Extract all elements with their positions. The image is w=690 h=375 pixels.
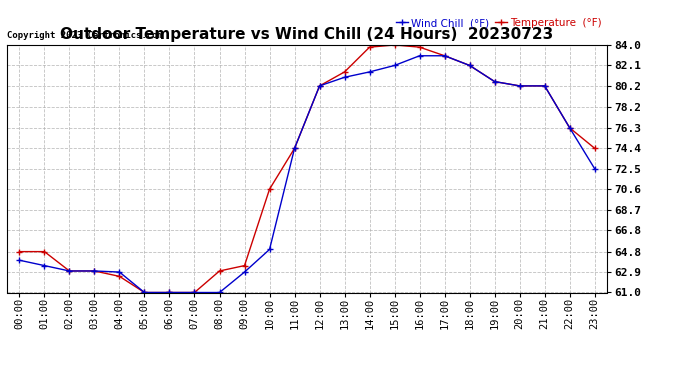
- Temperature  (°F): [366, 45, 374, 50]
- Wind Chill  (°F): [591, 166, 599, 171]
- Temperature  (°F): [90, 269, 99, 273]
- Temperature  (°F): [315, 84, 324, 88]
- Temperature  (°F): [591, 146, 599, 150]
- Wind Chill  (°F): [515, 84, 524, 88]
- Wind Chill  (°F): [66, 269, 74, 273]
- Wind Chill  (°F): [15, 258, 23, 262]
- Temperature  (°F): [391, 43, 399, 47]
- Wind Chill  (°F): [540, 84, 549, 88]
- Temperature  (°F): [540, 84, 549, 88]
- Temperature  (°F): [266, 187, 274, 192]
- Line: Temperature  (°F): Temperature (°F): [17, 42, 598, 295]
- Temperature  (°F): [566, 126, 574, 130]
- Temperature  (°F): [290, 146, 299, 150]
- Temperature  (°F): [440, 54, 449, 58]
- Wind Chill  (°F): [566, 126, 574, 130]
- Title: Outdoor Temperature vs Wind Chill (24 Hours)  20230723: Outdoor Temperature vs Wind Chill (24 Ho…: [61, 27, 553, 42]
- Temperature  (°F): [66, 269, 74, 273]
- Temperature  (°F): [166, 290, 174, 295]
- Wind Chill  (°F): [290, 146, 299, 150]
- Wind Chill  (°F): [466, 63, 474, 68]
- Temperature  (°F): [190, 290, 199, 295]
- Temperature  (°F): [466, 63, 474, 68]
- Line: Wind Chill  (°F): Wind Chill (°F): [17, 53, 598, 295]
- Wind Chill  (°F): [266, 247, 274, 252]
- Wind Chill  (°F): [415, 54, 424, 58]
- Wind Chill  (°F): [366, 70, 374, 74]
- Temperature  (°F): [40, 249, 48, 254]
- Wind Chill  (°F): [90, 269, 99, 273]
- Wind Chill  (°F): [115, 270, 124, 274]
- Wind Chill  (°F): [40, 263, 48, 268]
- Wind Chill  (°F): [240, 270, 248, 274]
- Wind Chill  (°F): [190, 290, 199, 295]
- Temperature  (°F): [215, 269, 224, 273]
- Text: Copyright 2023 Cartronics.com: Copyright 2023 Cartronics.com: [7, 31, 163, 40]
- Wind Chill  (°F): [215, 290, 224, 295]
- Temperature  (°F): [340, 70, 348, 74]
- Temperature  (°F): [515, 84, 524, 88]
- Wind Chill  (°F): [491, 80, 499, 84]
- Temperature  (°F): [491, 80, 499, 84]
- Temperature  (°F): [415, 45, 424, 50]
- Wind Chill  (°F): [140, 290, 148, 295]
- Legend: Wind Chill  (°F), Temperature  (°F): Wind Chill (°F), Temperature (°F): [396, 18, 602, 28]
- Wind Chill  (°F): [440, 54, 449, 58]
- Temperature  (°F): [115, 274, 124, 279]
- Wind Chill  (°F): [166, 290, 174, 295]
- Wind Chill  (°F): [391, 63, 399, 68]
- Temperature  (°F): [140, 290, 148, 295]
- Wind Chill  (°F): [315, 84, 324, 88]
- Wind Chill  (°F): [340, 75, 348, 80]
- Temperature  (°F): [15, 249, 23, 254]
- Temperature  (°F): [240, 263, 248, 268]
